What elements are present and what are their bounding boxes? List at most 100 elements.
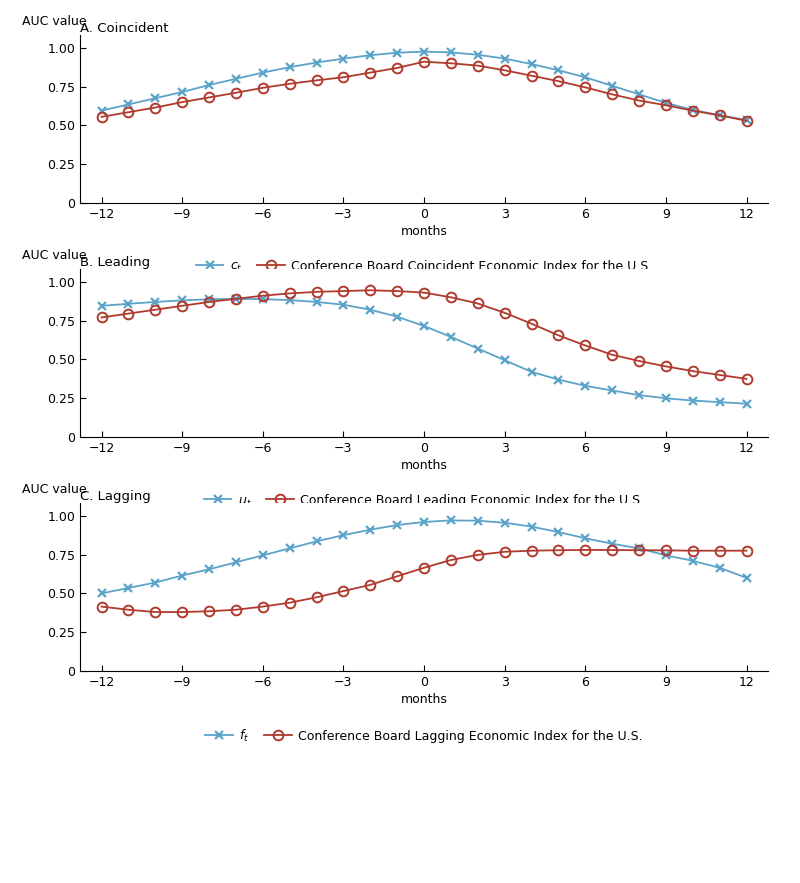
$c_t$ bbox=[526, 59, 536, 70]
$c_t$ bbox=[285, 62, 294, 72]
$f_t$ bbox=[607, 539, 617, 549]
Conference Board Coincident Economic Index for the U.S. bbox=[123, 107, 133, 117]
$\mu_t$ bbox=[634, 389, 644, 400]
Conference Board Lagging Economic Index for the U.S. bbox=[366, 579, 375, 590]
$\mu_t$ bbox=[338, 299, 348, 310]
Conference Board Coincident Economic Index for the U.S. bbox=[419, 57, 429, 67]
Conference Board Lagging Economic Index for the U.S. bbox=[285, 598, 294, 608]
Conference Board Leading Economic Index for the U.S. bbox=[554, 330, 563, 341]
$f_t$ bbox=[178, 570, 187, 581]
$c_t$ bbox=[123, 99, 133, 109]
Conference Board Leading Economic Index for the U.S. bbox=[742, 374, 751, 384]
Conference Board Leading Economic Index for the U.S. bbox=[392, 286, 402, 297]
$c_t$ bbox=[661, 98, 670, 109]
$c_t$ bbox=[178, 87, 187, 97]
$\mu_t$ bbox=[231, 293, 241, 304]
Conference Board Leading Economic Index for the U.S. bbox=[97, 313, 106, 323]
$f_t$ bbox=[338, 530, 348, 540]
Conference Board Lagging Economic Index for the U.S. bbox=[500, 547, 510, 557]
$f_t$ bbox=[554, 527, 563, 538]
$c_t$ bbox=[715, 110, 725, 121]
Conference Board Leading Economic Index for the U.S. bbox=[688, 366, 698, 376]
Conference Board Lagging Economic Index for the U.S. bbox=[526, 546, 536, 556]
Conference Board Leading Economic Index for the U.S. bbox=[581, 340, 590, 351]
Conference Board Leading Economic Index for the U.S. bbox=[123, 308, 133, 319]
$\mu_t$ bbox=[661, 393, 670, 404]
Legend: $f_t$, Conference Board Lagging Economic Index for the U.S.: $f_t$, Conference Board Lagging Economic… bbox=[206, 728, 642, 743]
Conference Board Lagging Economic Index for the U.S. bbox=[312, 592, 322, 602]
Conference Board Lagging Economic Index for the U.S. bbox=[473, 549, 482, 560]
$c_t$ bbox=[688, 104, 698, 115]
Conference Board Leading Economic Index for the U.S. bbox=[419, 287, 429, 298]
Conference Board Leading Economic Index for the U.S. bbox=[500, 307, 510, 318]
Conference Board Coincident Economic Index for the U.S. bbox=[742, 116, 751, 126]
Conference Board Lagging Economic Index for the U.S. bbox=[338, 585, 348, 596]
$f_t$ bbox=[742, 572, 751, 583]
$f_t$ bbox=[419, 517, 429, 527]
$\mu_t$ bbox=[607, 385, 617, 396]
$f_t$ bbox=[204, 564, 214, 575]
$\mu_t$ bbox=[688, 396, 698, 406]
X-axis label: months: months bbox=[401, 225, 447, 238]
Conference Board Leading Economic Index for the U.S. bbox=[446, 292, 456, 303]
Conference Board Coincident Economic Index for the U.S. bbox=[500, 65, 510, 76]
$c_t$ bbox=[231, 73, 241, 84]
Conference Board Lagging Economic Index for the U.S. bbox=[715, 546, 725, 556]
Conference Board Coincident Economic Index for the U.S. bbox=[231, 87, 241, 98]
Conference Board Lagging Economic Index for the U.S. bbox=[688, 546, 698, 556]
Conference Board Lagging Economic Index for the U.S. bbox=[150, 607, 160, 617]
$\mu_t$ bbox=[581, 381, 590, 391]
$\mu_t$ bbox=[97, 300, 106, 311]
Conference Board Lagging Economic Index for the U.S. bbox=[178, 607, 187, 617]
Conference Board Coincident Economic Index for the U.S. bbox=[97, 111, 106, 122]
$c_t$ bbox=[446, 47, 456, 57]
$f_t$ bbox=[392, 520, 402, 531]
Conference Board Leading Economic Index for the U.S. bbox=[204, 297, 214, 307]
Conference Board Leading Economic Index for the U.S. bbox=[607, 350, 617, 360]
Text: AUC value: AUC value bbox=[22, 483, 86, 496]
$f_t$ bbox=[661, 550, 670, 561]
Conference Board Coincident Economic Index for the U.S. bbox=[661, 100, 670, 110]
$\mu_t$ bbox=[526, 366, 536, 377]
Line: $f_t$: $f_t$ bbox=[98, 517, 750, 598]
$f_t$ bbox=[581, 533, 590, 544]
Text: AUC value: AUC value bbox=[22, 249, 86, 262]
Legend: $c_t$, Conference Board Coincident Economic Index for the U.S.: $c_t$, Conference Board Coincident Econo… bbox=[196, 260, 652, 274]
Text: B. Leading: B. Leading bbox=[80, 256, 150, 269]
Conference Board Coincident Economic Index for the U.S. bbox=[285, 79, 294, 89]
Conference Board Leading Economic Index for the U.S. bbox=[634, 356, 644, 366]
$\mu_t$ bbox=[715, 396, 725, 407]
Conference Board Leading Economic Index for the U.S. bbox=[338, 286, 348, 297]
Conference Board Lagging Economic Index for the U.S. bbox=[419, 562, 429, 573]
Conference Board Coincident Economic Index for the U.S. bbox=[178, 97, 187, 108]
$c_t$ bbox=[150, 93, 160, 103]
Conference Board Leading Economic Index for the U.S. bbox=[231, 293, 241, 304]
$f_t$ bbox=[97, 588, 106, 599]
Conference Board Lagging Economic Index for the U.S. bbox=[97, 601, 106, 612]
$f_t$ bbox=[500, 517, 510, 528]
Conference Board Coincident Economic Index for the U.S. bbox=[715, 110, 725, 121]
Conference Board Coincident Economic Index for the U.S. bbox=[150, 102, 160, 113]
Conference Board Leading Economic Index for the U.S. bbox=[526, 319, 536, 329]
$\mu_t$ bbox=[123, 298, 133, 309]
Conference Board Lagging Economic Index for the U.S. bbox=[554, 545, 563, 555]
$c_t$ bbox=[204, 79, 214, 90]
$c_t$ bbox=[554, 65, 563, 76]
Conference Board Leading Economic Index for the U.S. bbox=[258, 291, 267, 301]
Conference Board Lagging Economic Index for the U.S. bbox=[742, 546, 751, 556]
Line: $c_t$: $c_t$ bbox=[98, 48, 750, 125]
$c_t$ bbox=[366, 50, 375, 61]
Conference Board Leading Economic Index for the U.S. bbox=[473, 298, 482, 309]
Conference Board Coincident Economic Index for the U.S. bbox=[366, 67, 375, 78]
$\mu_t$ bbox=[285, 295, 294, 306]
Conference Board Coincident Economic Index for the U.S. bbox=[607, 89, 617, 100]
$\mu_t$ bbox=[742, 398, 751, 409]
$\mu_t$ bbox=[473, 343, 482, 354]
$\mu_t$ bbox=[258, 294, 267, 305]
Conference Board Lagging Economic Index for the U.S. bbox=[581, 545, 590, 555]
Conference Board Coincident Economic Index for the U.S. bbox=[312, 75, 322, 86]
$f_t$ bbox=[285, 543, 294, 554]
Conference Board Lagging Economic Index for the U.S. bbox=[446, 555, 456, 565]
$f_t$ bbox=[446, 515, 456, 525]
Conference Board Leading Economic Index for the U.S. bbox=[312, 287, 322, 298]
